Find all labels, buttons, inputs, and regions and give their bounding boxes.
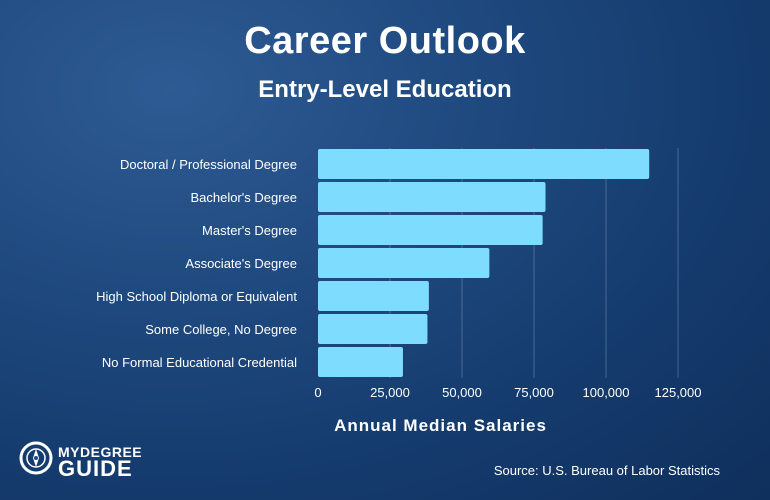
logo-text-top: MYDEGREE	[58, 444, 143, 460]
chart-title: Career Outlook	[244, 20, 526, 62]
chart-subtitle: Entry-Level Education	[258, 76, 512, 103]
bar	[318, 347, 403, 377]
source-note: Source: U.S. Bureau of Labor Statistics	[493, 463, 720, 478]
category-label: Doctoral / Professional Degree	[120, 157, 297, 172]
x-tick-label: 0	[314, 385, 321, 400]
bar	[318, 248, 490, 278]
category-label: Some College, No Degree	[145, 322, 297, 337]
x-tick-label: 25,000	[370, 385, 410, 400]
bar	[318, 215, 543, 245]
category-label: High School Diploma or Equivalent	[96, 289, 297, 304]
category-label: Bachelor's Degree	[190, 190, 297, 205]
x-tick-label: 50,000	[442, 385, 482, 400]
x-axis-label: Annual Median Salaries	[334, 416, 547, 435]
bar	[318, 182, 546, 212]
bar	[318, 149, 650, 179]
category-label: No Formal Educational Credential	[102, 355, 297, 370]
category-label: Associate's Degree	[185, 256, 297, 271]
category-label: Master's Degree	[202, 223, 297, 238]
bar	[318, 314, 428, 344]
logo-text-bottom: GUIDE	[58, 456, 133, 481]
bar	[318, 281, 429, 311]
x-tick-label: 100,000	[583, 385, 630, 400]
mydegreeguide-logo: MYDEGREE GUIDE	[18, 438, 148, 486]
x-tick-label: 125,000	[655, 385, 702, 400]
compass-icon	[19, 441, 53, 475]
x-tick-label: 75,000	[514, 385, 554, 400]
